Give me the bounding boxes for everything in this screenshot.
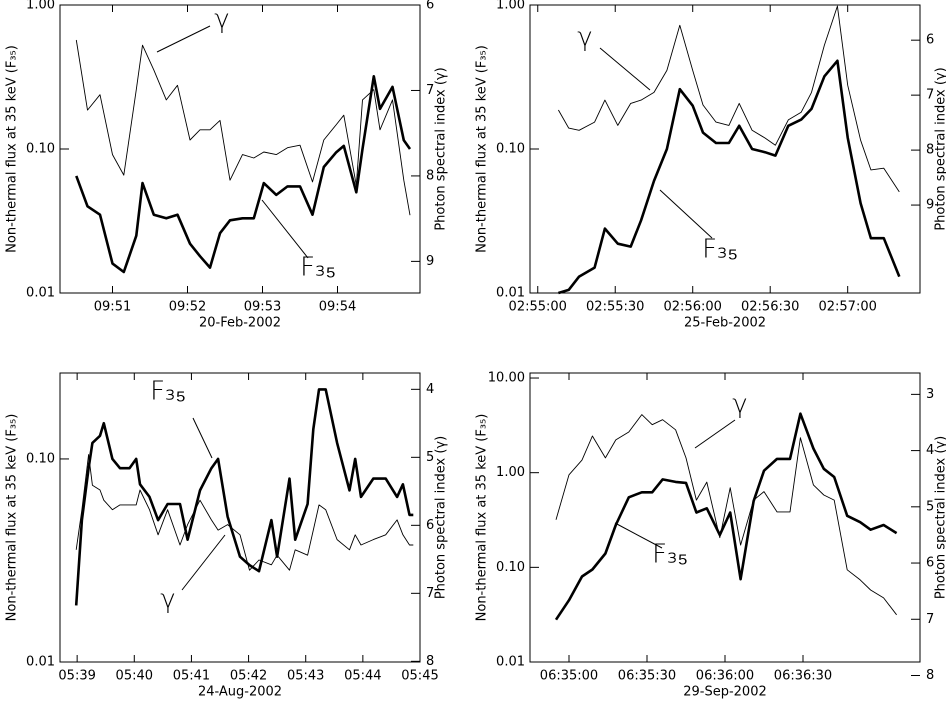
x-tick-label: 05:39 <box>58 669 95 684</box>
series-line <box>75 39 411 216</box>
y-axis-label: Non-thermal flux at 35 keV (F₃₅) <box>475 414 490 622</box>
y-tick-label: 1.00 <box>26 0 55 13</box>
y2-axis-label: Photon spectral index (γ) <box>434 67 449 230</box>
x-tick-label: 09:52 <box>169 300 206 315</box>
y2-tick-label: 8 <box>926 668 934 683</box>
y2-axis-label: Photon spectral index (γ) <box>434 436 449 599</box>
x-tick-label: 02:57:00 <box>818 300 876 315</box>
y2-tick-label: 7 <box>426 586 434 601</box>
y2-tick-label: 6 <box>926 556 934 571</box>
series-annotation: γ <box>577 23 592 53</box>
annotation-leader <box>156 25 211 53</box>
x-tick-label: 06:36:00 <box>696 669 754 684</box>
x-tick-label: 09:53 <box>244 300 281 315</box>
series-annotation: F₃₅ <box>652 540 688 570</box>
y2-tick-label: 7 <box>926 612 934 627</box>
x-tick-label: 05:40 <box>116 669 153 684</box>
series-annotation: F₃₅ <box>702 235 738 265</box>
y-tick-label: 0.01 <box>496 286 525 301</box>
x-tick-label: 09:51 <box>94 300 131 315</box>
y2-tick-label: 8 <box>926 143 934 158</box>
y2-tick-label: 8 <box>426 168 434 183</box>
series-annotation: γ <box>214 5 229 35</box>
x-tick-label: 02:55:00 <box>509 300 567 315</box>
series-line <box>554 412 898 621</box>
y2-tick-label: 6 <box>426 518 434 533</box>
x-axis-label: 24-Aug-2002 <box>198 685 282 700</box>
x-axis-label: 29-Sep-2002 <box>683 685 767 700</box>
plot-frame <box>59 4 421 294</box>
y2-tick-label: 4 <box>426 382 434 397</box>
x-tick-label: 05:44 <box>344 669 381 684</box>
x-tick-label: 02:56:30 <box>741 300 799 315</box>
y2-tick-label: 4 <box>926 443 934 458</box>
annotation-leader <box>261 199 309 259</box>
series-line <box>555 414 897 616</box>
annotation-leader <box>694 419 736 449</box>
y-tick-label: 0.01 <box>26 655 55 670</box>
y-tick-label: 0.01 <box>496 655 525 670</box>
series-line <box>74 388 414 606</box>
x-tick-label: 05:42 <box>230 669 267 684</box>
y2-tick-label: 8 <box>426 654 434 669</box>
y-tick-label: 10.00 <box>488 371 525 386</box>
series-annotation: γ <box>732 390 747 420</box>
y-tick-label: 0.01 <box>26 286 55 301</box>
y2-tick-label: 5 <box>426 450 434 465</box>
y2-tick-label: 7 <box>426 83 434 98</box>
plot-frame <box>529 372 921 663</box>
plot-frame <box>59 372 421 663</box>
x-axis-label: 20-Feb-2002 <box>199 316 281 331</box>
y-tick-label: 0.10 <box>496 560 525 575</box>
x-tick-label: 06:35:00 <box>540 669 598 684</box>
y-tick-label: 0.10 <box>26 451 55 466</box>
y2-tick-label: 6 <box>926 33 934 48</box>
y2-tick-label: 7 <box>926 88 934 103</box>
annotation-leader <box>181 534 226 591</box>
x-tick-label: 05:41 <box>173 669 210 684</box>
series-annotation: γ <box>160 585 175 615</box>
series-annotation: F₃₅ <box>300 253 336 283</box>
x-tick-label: 02:56:00 <box>664 300 722 315</box>
y2-axis-label: Photon spectral index (γ) <box>934 67 946 230</box>
series-annotation: F₃₅ <box>150 377 186 407</box>
annotation-leader <box>614 522 663 549</box>
y2-tick-label: 3 <box>926 387 934 402</box>
series-line <box>75 75 412 274</box>
x-axis-label: 25-Feb-2002 <box>684 316 766 331</box>
y2-axis-label: Photon spectral index (γ) <box>934 436 946 599</box>
x-tick-label: 06:35:30 <box>618 669 676 684</box>
y-tick-label: 0.10 <box>496 142 525 157</box>
annotation-leader <box>192 417 213 459</box>
y2-tick-label: 5 <box>926 499 934 514</box>
y2-tick-label: 9 <box>426 254 434 269</box>
x-tick-label: 02:55:30 <box>586 300 644 315</box>
y-axis-label: Non-thermal flux at 35 keV (F₃₅) <box>475 45 490 253</box>
x-tick-label: 05:43 <box>287 669 324 684</box>
y-axis-label: Non-thermal flux at 35 keV (F₃₅) <box>5 414 20 622</box>
y-tick-label: 1.00 <box>496 465 525 480</box>
x-tick-label: 06:36:30 <box>774 669 832 684</box>
annotation-leader <box>599 47 651 91</box>
y2-tick-label: 6 <box>426 0 434 13</box>
y-tick-label: 0.10 <box>26 142 55 157</box>
y2-tick-label: 9 <box>926 198 934 213</box>
annotation-leader <box>659 189 713 239</box>
x-tick-label: 09:54 <box>319 300 356 315</box>
series-line <box>558 59 901 295</box>
y-axis-label: Non-thermal flux at 35 keV (F₃₅) <box>5 45 20 253</box>
x-tick-label: 05:45 <box>401 669 438 684</box>
series-line <box>558 5 900 193</box>
series-line <box>75 454 414 571</box>
y-tick-label: 1.00 <box>496 0 525 13</box>
